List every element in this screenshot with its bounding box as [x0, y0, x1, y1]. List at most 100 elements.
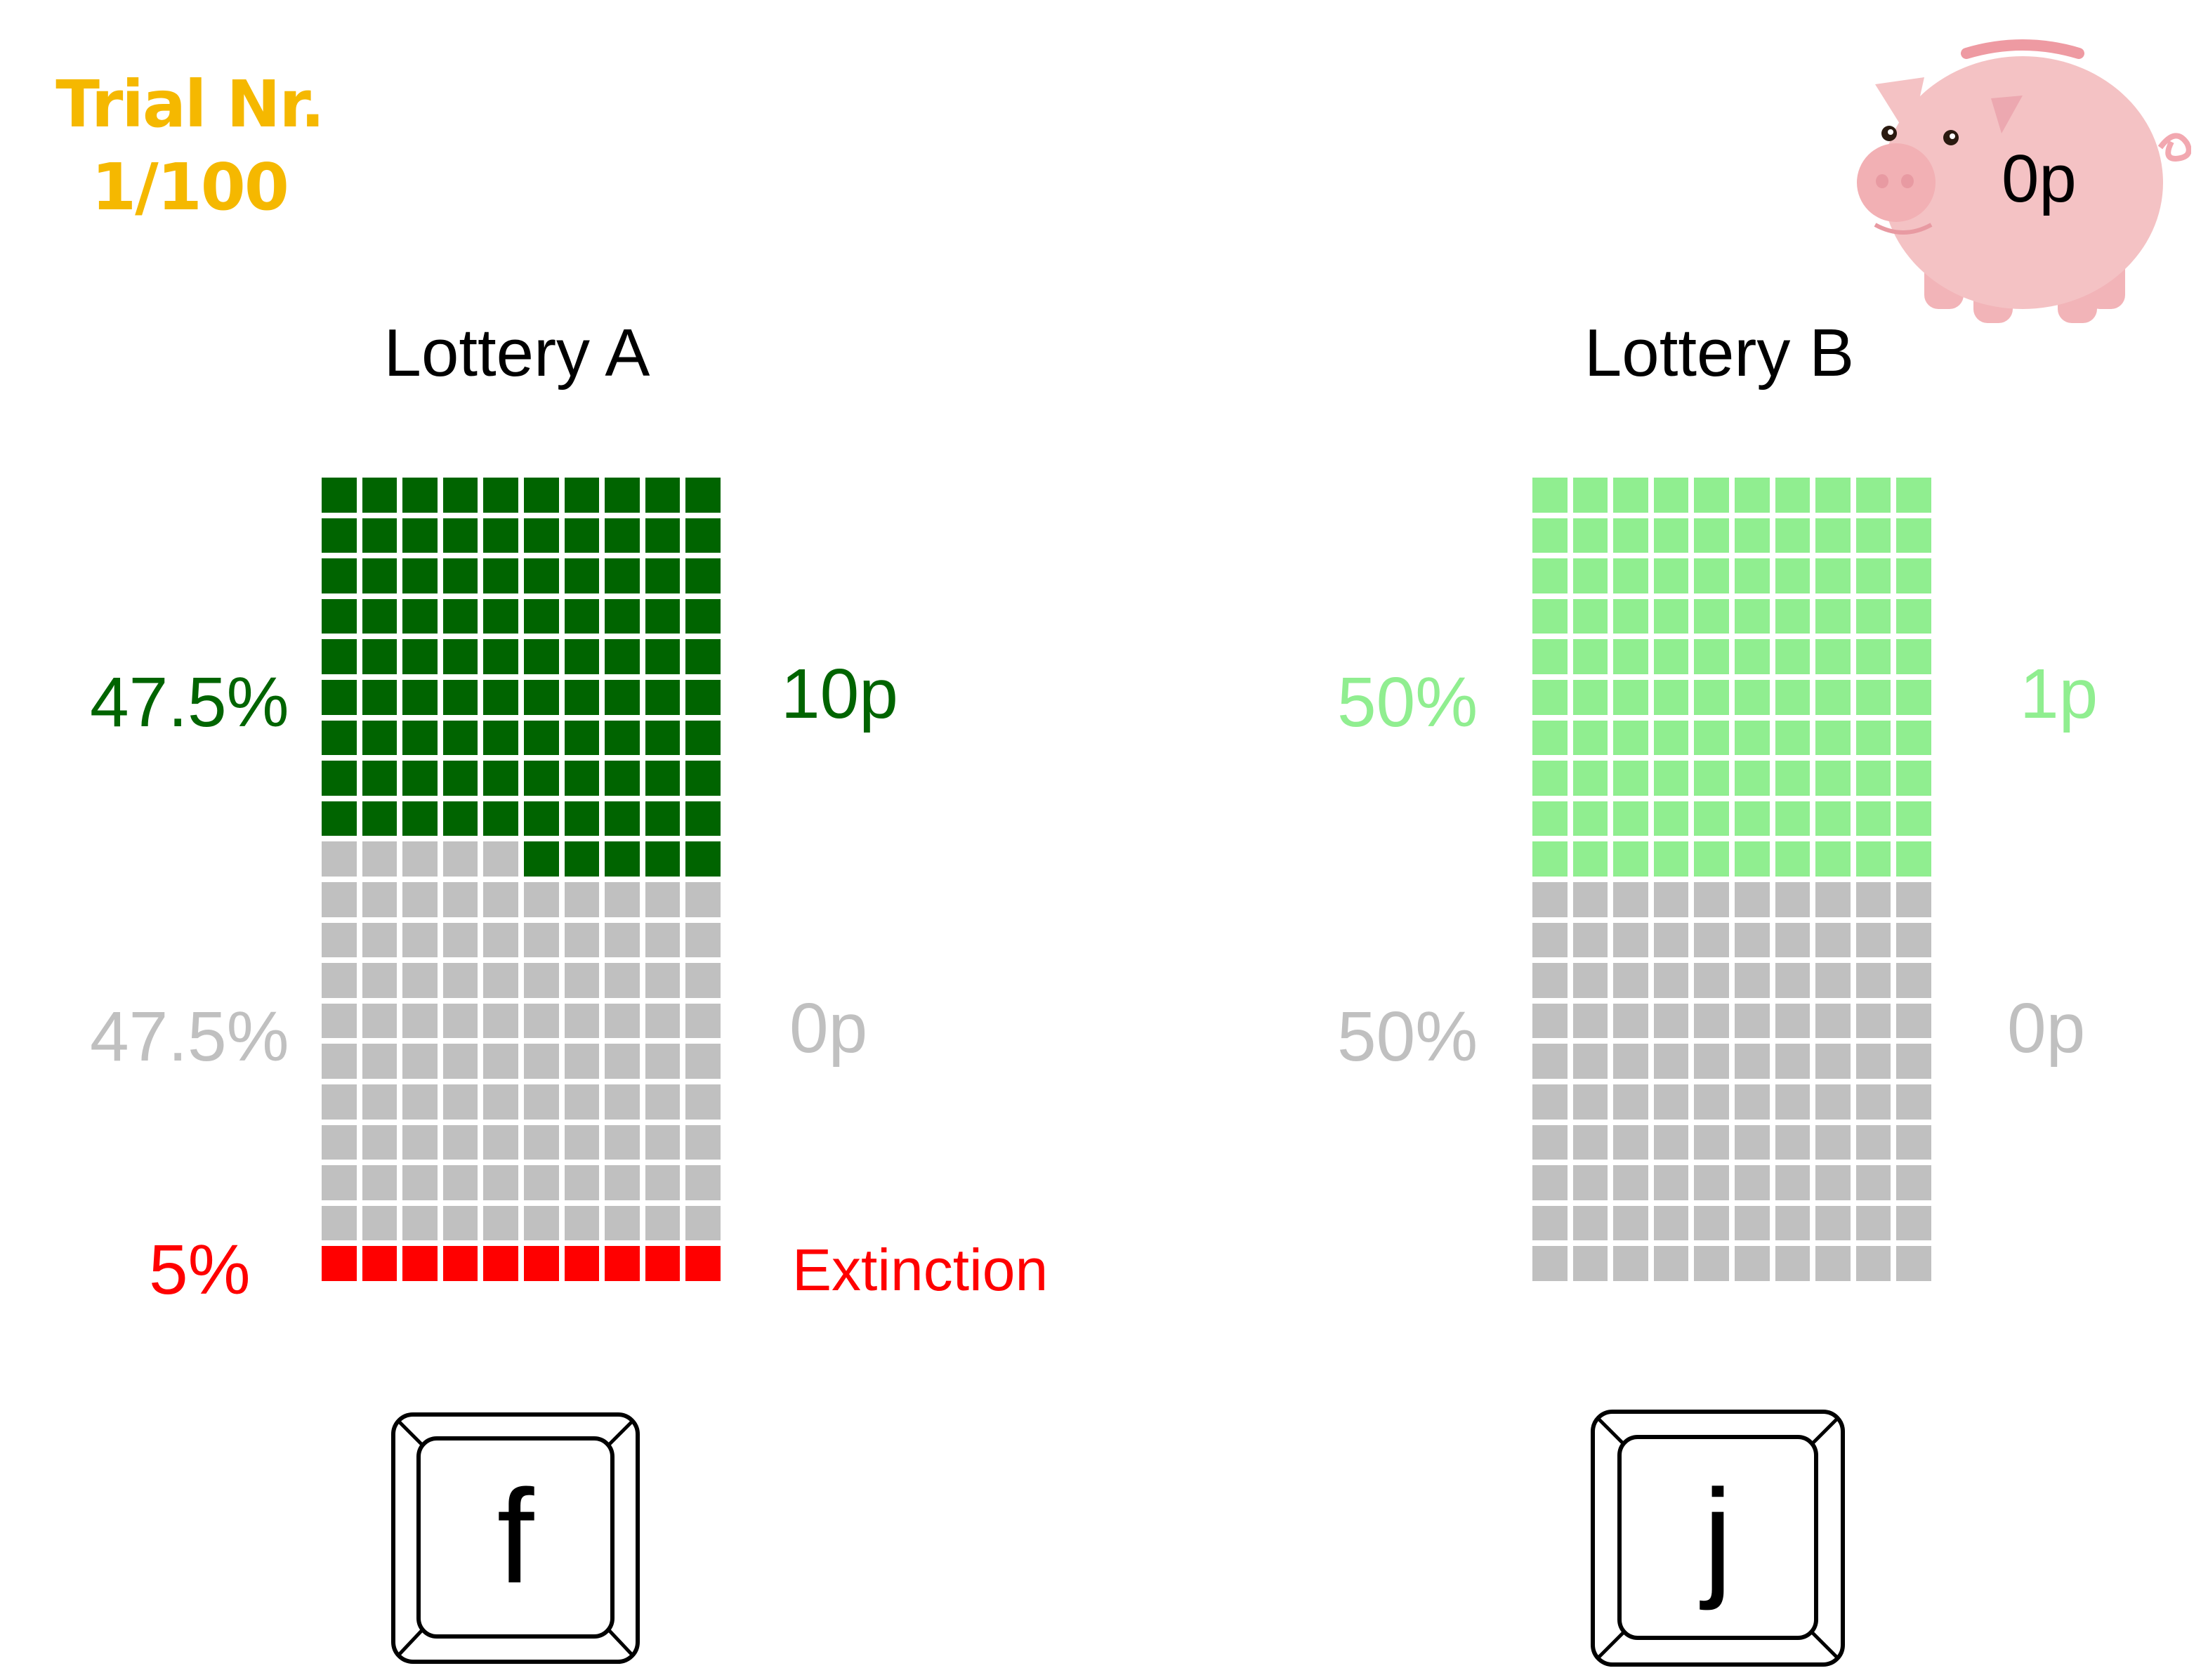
- grid-cell-win: [564, 639, 600, 674]
- grid-cell-win: [685, 478, 721, 513]
- grid-cell-win: [442, 801, 478, 836]
- grid-cell-zero: [362, 1084, 397, 1120]
- grid-cell-win: [322, 720, 357, 756]
- key-j-button[interactable]: j: [1590, 1409, 1846, 1671]
- grid-cell-win: [1572, 598, 1608, 634]
- grid-cell-zero: [1896, 1084, 1931, 1120]
- grid-cell-win: [322, 761, 357, 796]
- grid-cell-win: [605, 598, 640, 634]
- grid-cell-zero: [362, 1003, 397, 1039]
- grid-cell-zero: [1734, 1044, 1770, 1079]
- grid-cell-zero: [645, 1205, 681, 1241]
- grid-cell-win: [1653, 478, 1689, 513]
- grid-cell-zero: [685, 963, 721, 998]
- grid-cell-zero: [605, 963, 640, 998]
- grid-cell-win: [402, 518, 438, 553]
- grid-cell-zero: [564, 881, 600, 917]
- grid-cell-zero: [442, 963, 478, 998]
- grid-cell-zero: [685, 1165, 721, 1200]
- grid-cell-extinction: [362, 1246, 397, 1281]
- grid-cell-win: [483, 761, 518, 796]
- grid-cell-win: [1896, 558, 1931, 593]
- grid-cell-zero: [564, 1124, 600, 1160]
- grid-cell-zero: [1572, 1044, 1608, 1079]
- grid-cell-win: [1734, 518, 1770, 553]
- grid-cell-win: [322, 598, 357, 634]
- grid-cell-zero: [1653, 1003, 1689, 1039]
- grid-cell-zero: [1896, 881, 1931, 917]
- grid-cell-win: [1775, 639, 1811, 674]
- grid-cell-win: [1855, 558, 1891, 593]
- grid-cell-win: [685, 841, 721, 877]
- grid-cell-win: [442, 598, 478, 634]
- grid-cell-win: [1694, 639, 1729, 674]
- grid-cell-zero: [1572, 1003, 1608, 1039]
- grid-cell-win: [1532, 679, 1568, 715]
- grid-cell-zero: [1775, 1044, 1811, 1079]
- grid-cell-win: [1532, 841, 1568, 877]
- grid-cell-win: [645, 478, 681, 513]
- grid-cell-win: [1532, 761, 1568, 796]
- grid-cell-zero: [685, 1003, 721, 1039]
- grid-cell-zero: [523, 1084, 559, 1120]
- grid-cell-win: [1855, 841, 1891, 877]
- grid-cell-win: [1613, 801, 1648, 836]
- grid-cell-zero: [322, 881, 357, 917]
- grid-cell-win: [362, 639, 397, 674]
- grid-cell-zero: [322, 1003, 357, 1039]
- grid-cell-win: [564, 801, 600, 836]
- grid-cell-win: [483, 639, 518, 674]
- grid-cell-zero: [442, 1084, 478, 1120]
- grid-cell-win: [442, 679, 478, 715]
- grid-cell-win: [645, 841, 681, 877]
- grid-cell-win: [1896, 518, 1931, 553]
- grid-cell-win: [1572, 518, 1608, 553]
- grid-cell-win: [442, 639, 478, 674]
- grid-cell-zero: [1815, 881, 1851, 917]
- grid-cell-win: [1775, 679, 1811, 715]
- grid-cell-win: [1572, 841, 1608, 877]
- keycap-icon: [391, 1412, 640, 1664]
- grid-cell-win: [645, 720, 681, 756]
- grid-cell-zero: [1532, 1003, 1568, 1039]
- grid-cell-win: [1613, 518, 1648, 553]
- grid-cell-win: [645, 558, 681, 593]
- grid-cell-zero: [1653, 1246, 1689, 1281]
- grid-cell-zero: [1613, 1044, 1648, 1079]
- grid-cell-win: [402, 558, 438, 593]
- grid-cell-win: [1572, 478, 1608, 513]
- grid-cell-zero: [442, 1165, 478, 1200]
- grid-cell-zero: [685, 881, 721, 917]
- grid-cell-zero: [1815, 1205, 1851, 1241]
- grid-cell-win: [1694, 841, 1729, 877]
- grid-cell-win: [685, 720, 721, 756]
- grid-cell-zero: [1775, 1165, 1811, 1200]
- grid-cell-extinction: [402, 1246, 438, 1281]
- trial-counter: Trial Nr. 1/100: [28, 63, 351, 229]
- grid-cell-zero: [1896, 1246, 1931, 1281]
- grid-cell-win: [1815, 639, 1851, 674]
- grid-cell-win: [1734, 558, 1770, 593]
- trial-label: Trial Nr.: [55, 67, 324, 142]
- piggy-bank-icon: [1854, 28, 2191, 337]
- grid-cell-zero: [1532, 922, 1568, 958]
- grid-cell-zero: [1572, 1205, 1608, 1241]
- grid-cell-win: [685, 679, 721, 715]
- grid-cell-zero: [1775, 1205, 1811, 1241]
- key-f-button[interactable]: f: [390, 1412, 640, 1668]
- grid-cell-win: [1572, 801, 1608, 836]
- grid-cell-zero: [362, 1165, 397, 1200]
- grid-cell-win: [564, 720, 600, 756]
- grid-cell-win: [1532, 478, 1568, 513]
- grid-cell-zero: [1815, 1003, 1851, 1039]
- grid-cell-win: [1572, 720, 1608, 756]
- grid-cell-win: [1734, 761, 1770, 796]
- grid-cell-zero: [1653, 963, 1689, 998]
- grid-cell-zero: [1775, 922, 1811, 958]
- grid-cell-win: [605, 841, 640, 877]
- grid-cell-win: [1855, 478, 1891, 513]
- grid-cell-zero: [1572, 881, 1608, 917]
- grid-cell-win: [645, 761, 681, 796]
- grid-cell-zero: [1896, 1165, 1931, 1200]
- grid-cell-win: [1855, 639, 1891, 674]
